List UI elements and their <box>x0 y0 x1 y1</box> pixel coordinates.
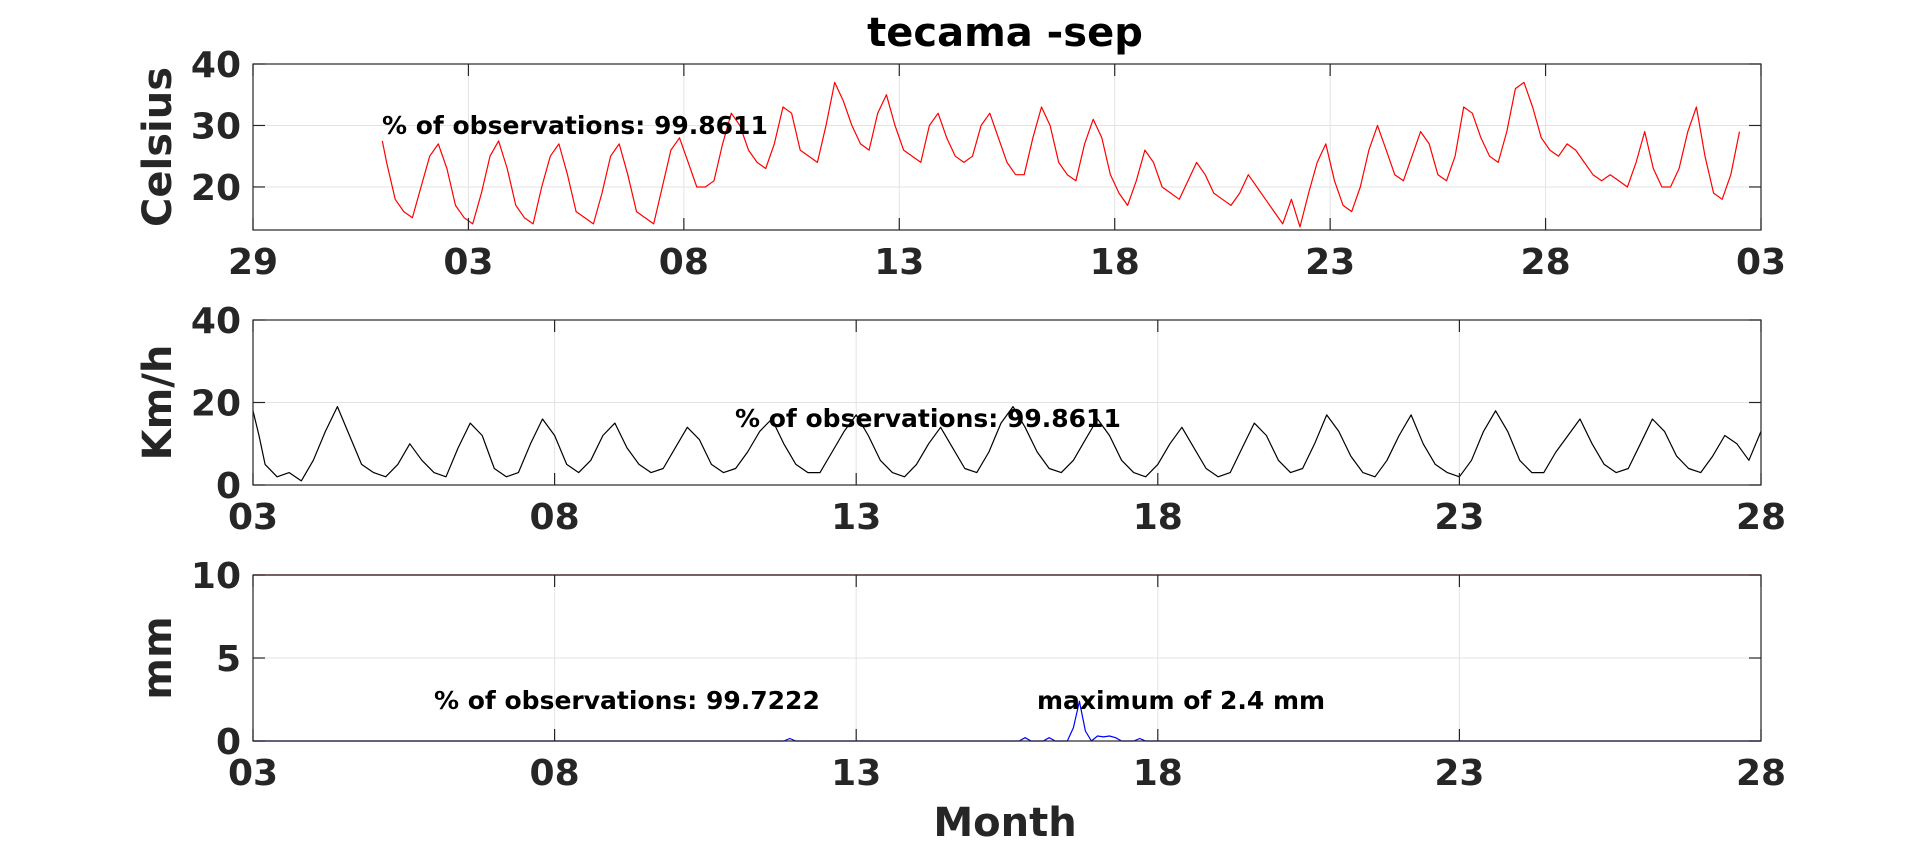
figure-title: tecama -sep <box>867 10 1143 56</box>
y-axis-label: Celsius <box>135 67 181 227</box>
y-tick-label: 30 <box>191 106 241 147</box>
plot-area <box>253 64 1761 230</box>
x-tick-label: 23 <box>1434 497 1484 538</box>
x-tick-label: 03 <box>228 753 278 794</box>
x-tick-label: 28 <box>1736 753 1786 794</box>
x-axis-label: Month <box>933 800 1076 841</box>
y-tick-label: 40 <box>191 45 241 86</box>
x-tick-label: 28 <box>1736 497 1786 538</box>
x-tick-label: 08 <box>659 242 709 283</box>
y-tick-label: 0 <box>216 466 241 507</box>
x-tick-label: 03 <box>228 497 278 538</box>
annotation-text: % of observations: 99.8611 <box>735 404 1121 433</box>
y-tick-label: 5 <box>216 639 241 680</box>
x-tick-label: 29 <box>228 242 278 283</box>
y-tick-label: 20 <box>191 384 241 425</box>
x-tick-label: 13 <box>831 753 881 794</box>
y-tick-label: 0 <box>216 722 241 763</box>
y-tick-label: 20 <box>191 168 241 209</box>
x-tick-label: 03 <box>443 242 493 283</box>
x-tick-label: 13 <box>831 497 881 538</box>
x-tick-label: 18 <box>1090 242 1140 283</box>
annotation-text: % of observations: 99.8611 <box>382 111 768 140</box>
x-tick-label: 18 <box>1133 753 1183 794</box>
x-tick-label: 23 <box>1305 242 1355 283</box>
axes-frame <box>252 63 1762 231</box>
series-line <box>381 81 1741 228</box>
annotation-text: maximum of 2.4 mm <box>1037 686 1325 715</box>
x-tick-label: 08 <box>530 753 580 794</box>
x-tick-label: 13 <box>874 242 924 283</box>
x-tick-label: 28 <box>1521 242 1571 283</box>
series-line <box>252 406 1762 482</box>
x-tick-label: 18 <box>1133 497 1183 538</box>
y-tick-label: 10 <box>191 556 241 597</box>
y-axis-label: Km/h <box>135 345 181 461</box>
y-axis-label: mm <box>135 616 181 699</box>
y-tick-label: 40 <box>191 301 241 342</box>
x-tick-label: 08 <box>530 497 580 538</box>
x-tick-label: 03 <box>1736 242 1786 283</box>
x-tick-label: 23 <box>1434 753 1484 794</box>
annotation-text: % of observations: 99.7222 <box>434 686 820 715</box>
